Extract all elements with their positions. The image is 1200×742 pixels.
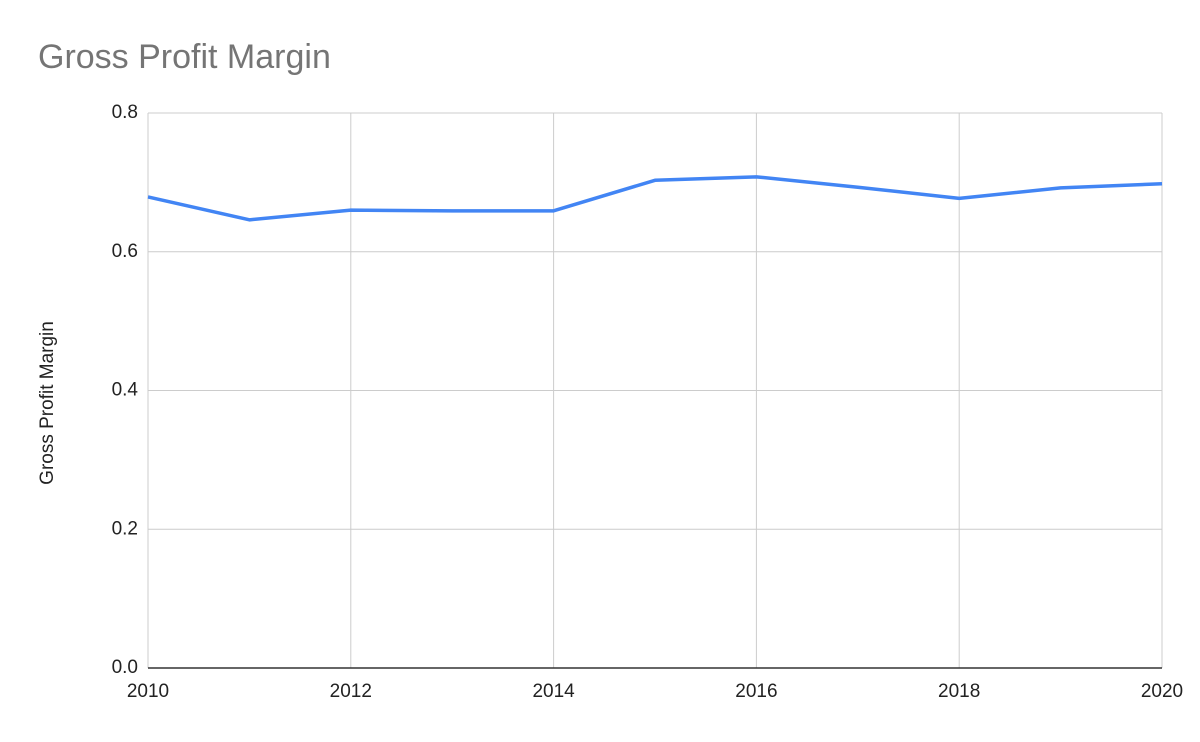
data-line — [147, 175, 1163, 222]
y-tick-label: 0.2 — [112, 518, 138, 539]
x-tick-label: 2012 — [330, 681, 372, 702]
x-tick-label: 2014 — [532, 681, 575, 702]
y-tick-label: 0.8 — [112, 102, 138, 123]
y-tick-label: 0.0 — [112, 657, 138, 678]
x-tick-label: 2018 — [938, 681, 980, 702]
y-tick-label: 0.4 — [112, 380, 139, 401]
chart-title: Gross Profit Margin — [38, 38, 331, 76]
y-axis-label: Gross Profit Margin — [37, 321, 58, 485]
x-tick-label: 2016 — [735, 681, 777, 702]
y-tick-label: 0.6 — [112, 241, 138, 262]
x-tick-label: 2020 — [1141, 681, 1183, 702]
x-tick-label: 2010 — [127, 681, 169, 702]
